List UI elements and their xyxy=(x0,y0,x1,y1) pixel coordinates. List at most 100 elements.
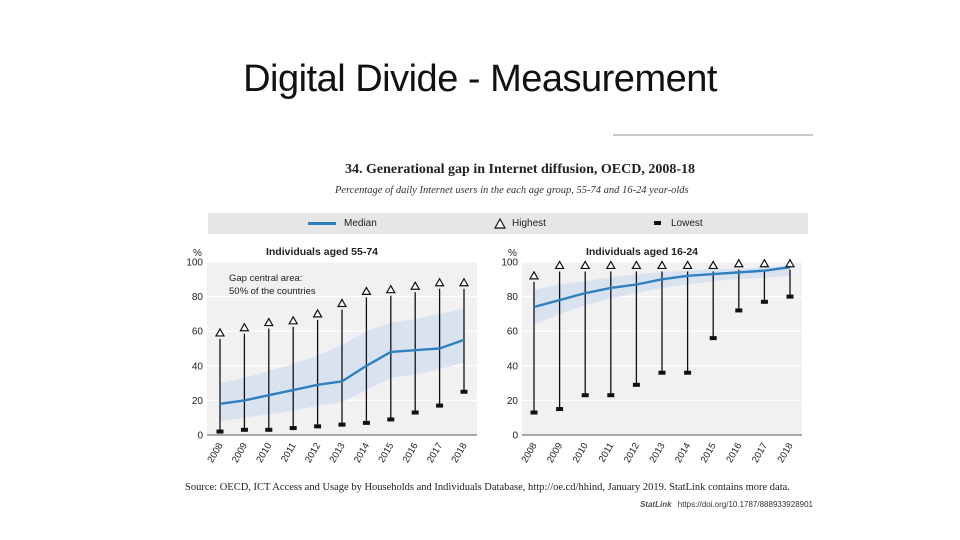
c0-y-tick-label: 60 xyxy=(192,327,204,338)
c1-highest-marker xyxy=(605,260,616,270)
c1-lowest-marker xyxy=(556,407,564,412)
c1-gap-band xyxy=(534,265,790,325)
c1-y-tick-label: 0 xyxy=(512,431,518,442)
c1-x-tick-label: 2015 xyxy=(699,441,719,465)
c0-highest-marker xyxy=(263,317,274,327)
c0-highest-marker xyxy=(239,322,250,332)
c1-highest-marker xyxy=(708,260,719,270)
c0-y-tick-label: 100 xyxy=(186,258,203,269)
c1-x-tick-label: 2016 xyxy=(724,441,744,465)
slide-title: Digital Divide - Measurement xyxy=(243,58,717,100)
c0-x-tick-label: 2016 xyxy=(401,441,421,465)
c0-lowest-marker xyxy=(362,420,370,425)
c0-y-tick-label: 80 xyxy=(192,292,204,303)
c1-lowest-marker xyxy=(760,299,768,304)
c0-y-tick-label: 40 xyxy=(192,361,204,372)
triangle-icon xyxy=(494,217,506,229)
c0-x-tick-label: 2014 xyxy=(352,441,372,465)
c1-x-tick-label: 2018 xyxy=(776,441,796,465)
c1-lowest-marker xyxy=(607,393,615,398)
c0-lowest-marker xyxy=(338,422,346,427)
c0-y-tick-label: 0 xyxy=(197,431,203,442)
c0-x-tick-label: 2017 xyxy=(425,441,445,465)
legend-highest-label: Highest xyxy=(512,217,546,229)
top-rule xyxy=(613,134,813,136)
c0-highest-marker xyxy=(361,286,372,296)
c1-lowest-marker xyxy=(632,382,640,387)
c1-highest-marker xyxy=(759,258,770,268)
median-swatch xyxy=(308,221,336,225)
c1-x-tick-label: 2008 xyxy=(520,441,540,465)
c0-x-tick-label: 2013 xyxy=(328,441,348,465)
c0-y-axis-label: % xyxy=(193,248,202,259)
c1-x-tick-label: 2012 xyxy=(622,441,642,465)
legend-lowest: Lowest xyxy=(648,215,703,231)
c0-x-tick-label: 2018 xyxy=(450,441,470,465)
legend-lowest-label: Lowest xyxy=(671,217,703,229)
c0-highest-marker xyxy=(312,308,323,318)
c0-lowest-marker xyxy=(387,417,395,422)
c0-x-tick-label: 2010 xyxy=(254,441,274,465)
c1-y-tick-label: 60 xyxy=(507,327,519,338)
c0-y-tick-label: 20 xyxy=(192,396,204,407)
c1-x-tick-label: 2011 xyxy=(597,441,617,464)
c1-highest-marker xyxy=(733,258,744,268)
c1-y-tick-label: 100 xyxy=(501,258,518,269)
c0-annotation-line: 50% of the countries xyxy=(229,286,316,297)
legend-median: Median xyxy=(308,215,377,231)
c1-highest-marker xyxy=(580,260,591,270)
c0-highest-marker xyxy=(336,298,348,308)
c0-highest-marker xyxy=(288,315,299,325)
c1-y-tick-label: 80 xyxy=(507,292,519,303)
c0-lowest-marker xyxy=(436,403,444,408)
c0-x-tick-label: 2012 xyxy=(303,441,323,465)
c1-x-tick-label: 2009 xyxy=(545,441,565,465)
source-note: Source: OECD, ICT Access and Usage by Ho… xyxy=(185,482,790,493)
c0-lowest-marker xyxy=(411,410,419,415)
c1-x-tick-label: 2017 xyxy=(750,441,770,465)
figure-subtitle: Percentage of daily Internet users in th… xyxy=(335,185,689,196)
c0-x-tick-label: 2015 xyxy=(376,441,396,465)
c0-highest-marker xyxy=(434,277,445,287)
c0-highest-marker xyxy=(458,277,470,287)
c0-panel-title: Individuals aged 55-74 xyxy=(266,246,378,258)
c0-lowest-marker xyxy=(240,427,248,432)
c1-x-tick-label: 2013 xyxy=(648,441,668,465)
c1-x-tick-label: 2010 xyxy=(571,441,591,465)
c0-highest-marker xyxy=(410,281,421,290)
legend-median-label: Median xyxy=(344,217,377,229)
c1-highest-marker xyxy=(784,258,796,268)
c0-highest-marker xyxy=(385,284,396,294)
c1-lowest-marker xyxy=(735,308,743,313)
c1-highest-marker xyxy=(554,260,565,270)
c0-lowest-marker xyxy=(289,426,297,431)
legend: Median Highest Lowest xyxy=(208,213,808,234)
c0-x-tick-label: 2008 xyxy=(206,441,226,465)
c1-lowest-marker xyxy=(658,370,666,375)
c0-lowest-marker xyxy=(216,429,224,434)
c1-y-tick-label: 40 xyxy=(507,361,519,372)
c1-median-line xyxy=(533,266,791,309)
c1-lowest-marker xyxy=(581,393,589,398)
c0-lowest-marker xyxy=(314,424,322,429)
c1-lowest-marker xyxy=(530,410,538,415)
c1-y-tick-label: 20 xyxy=(507,396,519,407)
c0-annotation-line: Gap central area: xyxy=(229,273,302,284)
c1-highest-marker xyxy=(631,260,642,270)
lowest-marker-icon xyxy=(654,221,661,225)
statlink: StatLink https://doi.org/10.1787/8889339… xyxy=(640,500,813,509)
statlink-url[interactable]: https://doi.org/10.1787/888933928901 xyxy=(677,500,813,509)
legend-highest: Highest xyxy=(494,215,546,231)
c1-x-tick-label: 2014 xyxy=(673,441,693,465)
c1-lowest-marker xyxy=(709,336,717,341)
c1-highest-marker xyxy=(682,260,693,270)
c1-highest-marker xyxy=(656,260,668,270)
c0-lowest-marker xyxy=(265,427,273,432)
c0-x-tick-label: 2009 xyxy=(230,441,250,465)
c0-highest-marker xyxy=(214,327,226,337)
c1-highest-marker xyxy=(528,270,540,280)
figure: 34. Generational gap in Internet diffusi… xyxy=(178,130,818,515)
c0-lowest-marker xyxy=(460,389,468,394)
